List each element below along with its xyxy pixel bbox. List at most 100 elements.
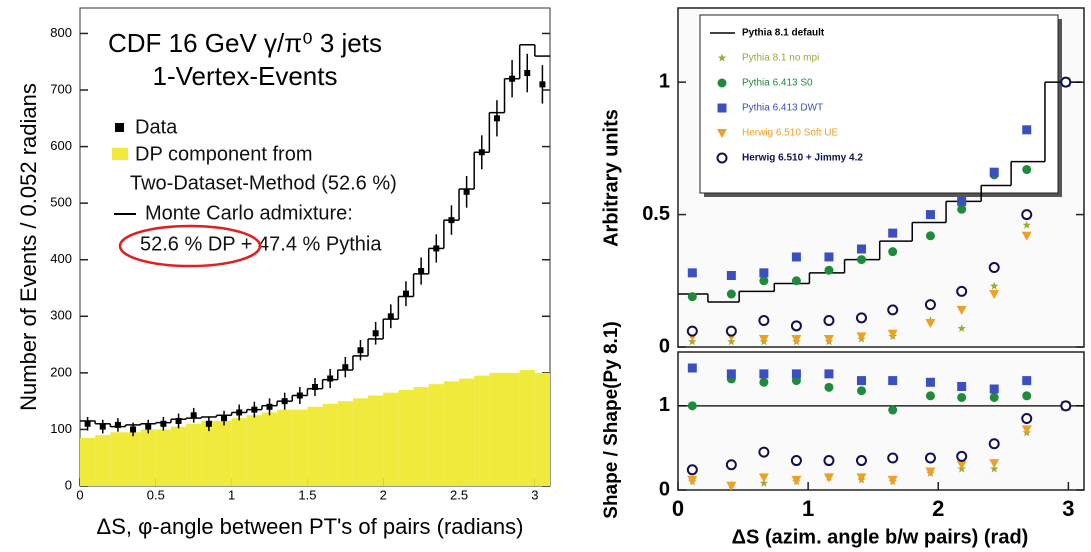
marker <box>717 78 727 88</box>
marker <box>717 129 727 138</box>
marker <box>989 464 999 473</box>
y-tick-label: 0 <box>659 335 670 357</box>
y-tick-label: 500 <box>50 195 72 210</box>
marker <box>759 276 769 286</box>
legend-label: Herwig 6.510 Soft UE <box>742 128 838 139</box>
marker <box>725 459 737 471</box>
marker <box>925 231 935 241</box>
histogram-bar <box>170 426 187 486</box>
x-tick-label: 2 <box>380 487 387 502</box>
histogram-bar <box>352 398 369 486</box>
y-tick-label: 0 <box>659 478 670 500</box>
data-point <box>84 420 91 427</box>
marker <box>956 285 968 297</box>
y-tick-label: 800 <box>50 25 72 40</box>
marker <box>957 324 966 333</box>
chart-subtitle: 1-Vertex-Events <box>153 61 338 91</box>
marker <box>888 405 898 415</box>
legend-label: 52.6 % DP + 47.4 % Pythia <box>140 233 382 255</box>
marker <box>1021 412 1033 424</box>
data-point <box>342 364 349 371</box>
histogram-bar <box>383 392 399 486</box>
histogram-bar <box>140 429 156 486</box>
marker <box>790 455 802 467</box>
marker <box>687 363 697 373</box>
marker <box>888 376 898 386</box>
histogram-bar <box>504 372 520 486</box>
histogram-bar <box>337 401 353 486</box>
marker <box>887 475 898 485</box>
data-point <box>251 406 258 413</box>
histogram-bar <box>534 372 550 486</box>
bottom-right-frame <box>677 351 1085 491</box>
histogram-bar <box>398 389 414 486</box>
legend-box <box>699 14 1059 194</box>
marker <box>925 319 936 329</box>
histogram-bar <box>216 420 232 486</box>
marker <box>726 369 736 379</box>
legend-glyph <box>115 123 124 132</box>
marker <box>823 473 834 483</box>
marker <box>956 460 967 470</box>
marker <box>758 446 770 458</box>
legend-glyph <box>112 148 128 160</box>
data-point <box>130 426 137 433</box>
marker <box>687 475 698 485</box>
y-tick-label: 300 <box>50 308 72 323</box>
histogram-bar <box>201 420 217 486</box>
x-tick-label: 3 <box>1062 496 1074 521</box>
highlight-ellipse <box>118 224 262 268</box>
marker <box>855 455 867 467</box>
chart-title: CDF 16 GeV γ/π⁰ 3 jets <box>108 28 382 58</box>
marker <box>924 299 936 311</box>
x-tick-label: 2.5 <box>450 487 468 502</box>
data-point <box>372 330 379 337</box>
y-axis-label: Shape / Shape(Py 8.1) <box>601 321 622 518</box>
histogram-bar <box>186 423 202 486</box>
x-tick-label: 0.5 <box>147 487 165 502</box>
marker <box>726 289 736 299</box>
x-tick-label: 2 <box>932 496 944 521</box>
data-point <box>387 313 394 320</box>
histogram-bar <box>459 378 475 486</box>
marker <box>759 369 769 379</box>
histogram-bar <box>413 387 429 486</box>
marker <box>957 196 967 206</box>
histogram-bar <box>110 432 126 486</box>
marker <box>824 265 834 275</box>
marker <box>888 247 898 257</box>
x-tick-label: 1.5 <box>298 487 316 502</box>
marker <box>856 332 867 342</box>
marker <box>687 268 697 278</box>
marker <box>989 167 999 177</box>
marker <box>791 276 801 286</box>
histogram-bar <box>307 406 323 486</box>
histogram-bar <box>443 381 460 486</box>
y-tick-label: 1 <box>659 70 670 92</box>
marker <box>725 325 737 337</box>
y-tick-label: 700 <box>50 81 72 96</box>
marker <box>1021 231 1032 241</box>
marker <box>1060 76 1072 88</box>
y-tick-label: 600 <box>50 138 72 153</box>
marker <box>888 228 898 238</box>
histogram-bar <box>261 412 278 486</box>
marker <box>855 312 867 324</box>
marker <box>687 401 697 411</box>
data-point <box>296 392 303 399</box>
marker <box>1022 376 1032 386</box>
x-tick-label: 0 <box>672 496 684 521</box>
histogram-bar <box>519 370 535 486</box>
x-axis-label: ΔS, φ-angle between PT's of pairs (radia… <box>97 514 524 539</box>
marker <box>957 204 967 214</box>
marker <box>989 392 999 402</box>
marker <box>717 103 727 113</box>
marker <box>956 450 968 462</box>
data-point <box>327 375 334 382</box>
y-tick-label: 0.5 <box>642 203 670 225</box>
x-axis-label: ΔS (azim. angle b/w pairs) (rad) <box>732 526 1029 548</box>
marker <box>758 315 770 327</box>
marker <box>759 268 769 278</box>
marker <box>823 335 834 345</box>
data-point <box>357 347 364 354</box>
